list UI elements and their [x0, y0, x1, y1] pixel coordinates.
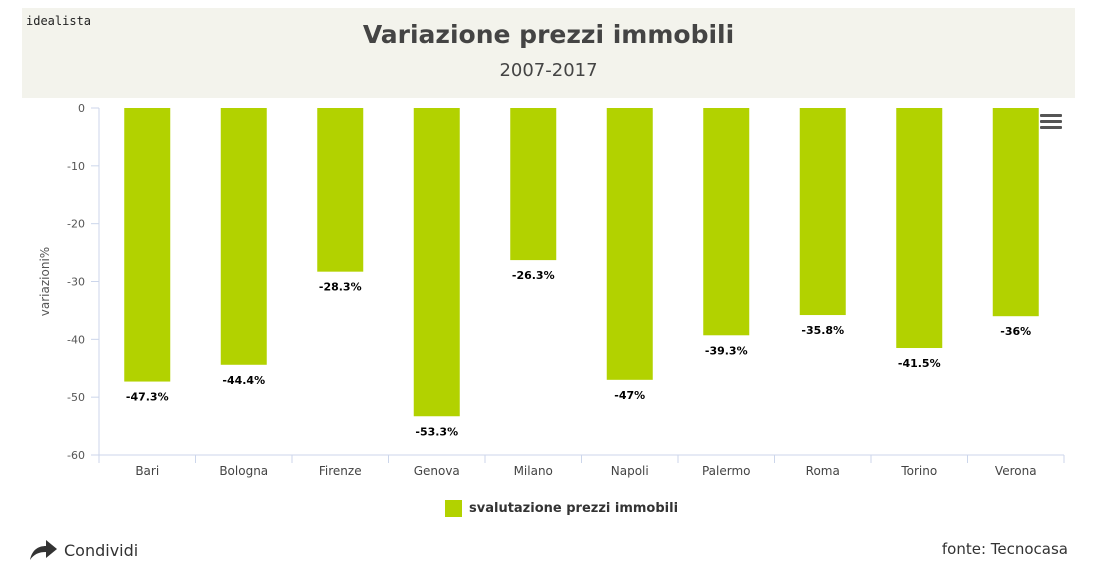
- hamburger-menu-icon[interactable]: [1040, 114, 1062, 132]
- data-label: -26.3%: [512, 269, 555, 282]
- y-tick-label: -30: [67, 276, 85, 289]
- x-tick-label: Roma: [806, 464, 840, 478]
- y-tick-label: -20: [67, 218, 85, 231]
- data-label: -28.3%: [319, 281, 362, 294]
- chart-title: Variazione prezzi immobili: [362, 20, 735, 49]
- data-label: -47%: [614, 389, 645, 402]
- y-tick-label: -40: [67, 333, 85, 346]
- x-tick-label: Palermo: [702, 464, 751, 478]
- bar-verona: [992, 108, 1039, 317]
- x-tick-label: Napoli: [611, 464, 649, 478]
- data-label: -36%: [1000, 325, 1031, 338]
- chart-header-band: [22, 8, 1075, 98]
- bar-torino: [896, 108, 943, 349]
- x-tick-label: Bologna: [219, 464, 268, 478]
- data-label: -44.4%: [222, 374, 265, 387]
- bar-palermo: [703, 108, 750, 336]
- data-label: -47.3%: [126, 391, 169, 404]
- y-tick-label: -50: [67, 391, 85, 404]
- source-credit: fonte: Tecnocasa: [941, 540, 1068, 558]
- bar-napoli: [606, 108, 653, 380]
- share-button[interactable]: Condividi: [28, 538, 138, 562]
- y-axis-title: variazioni%: [38, 247, 52, 316]
- share-label: Condividi: [64, 540, 139, 560]
- data-label: -53.3%: [415, 425, 458, 438]
- bar-genova: [413, 108, 460, 417]
- bar-bologna: [220, 108, 267, 365]
- x-tick-label: Genova: [414, 464, 460, 478]
- legend-label: svalutazione prezzi immobili: [469, 500, 679, 516]
- data-label: -35.8%: [801, 324, 844, 337]
- legend-item[interactable]: svalutazione prezzi immobili: [445, 499, 678, 517]
- x-tick-label: Firenze: [319, 464, 362, 478]
- x-tick-label: Milano: [514, 464, 553, 478]
- y-tick-label: 0: [78, 102, 85, 115]
- x-tick-label: Torino: [900, 464, 937, 478]
- share-arrow-icon: [30, 540, 57, 560]
- bar-roma: [799, 108, 846, 316]
- legend-swatch: [445, 499, 462, 517]
- x-tick-label: Bari: [135, 464, 159, 478]
- bar-milano: [510, 108, 557, 261]
- y-tick-label: -60: [67, 449, 85, 462]
- x-tick-label: Verona: [995, 464, 1037, 478]
- bar-bari: [124, 108, 171, 382]
- brand-logo-text: idealista: [26, 14, 92, 28]
- chart-subtitle: 2007-2017: [499, 60, 598, 81]
- y-tick-label: -10: [67, 160, 85, 173]
- data-label: -39.3%: [705, 344, 748, 357]
- data-label: -41.5%: [898, 357, 941, 370]
- bar-firenze: [317, 108, 364, 272]
